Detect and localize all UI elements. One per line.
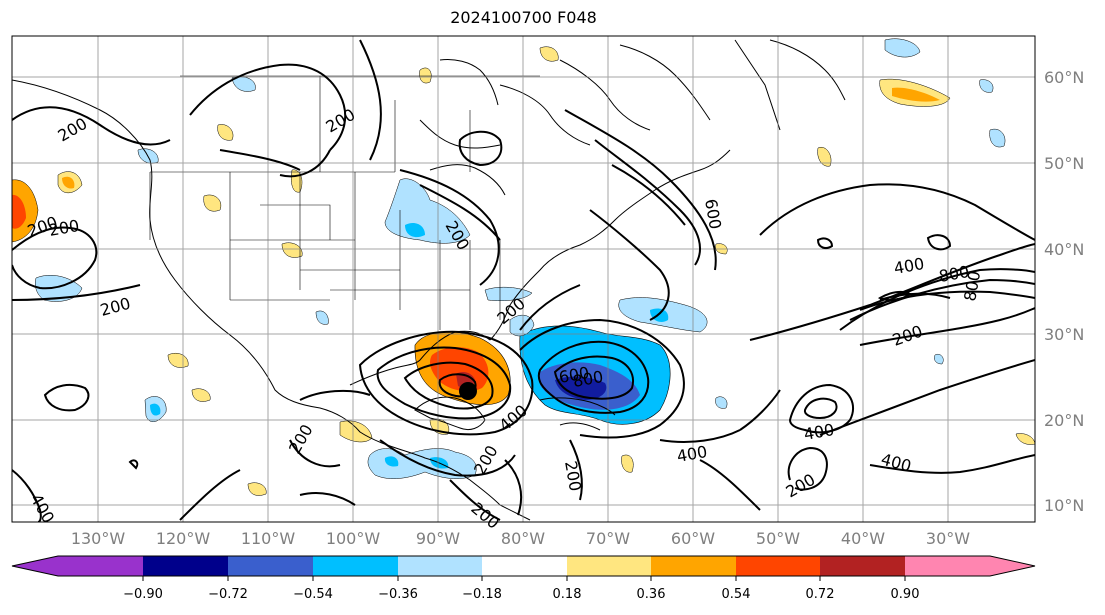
lat-label: 40°N (1044, 240, 1084, 259)
longitude-labels: 130°W 120°W 110°W 100°W 90°W 80°W 70°W 6… (71, 529, 970, 548)
lon-label: 60°W (671, 529, 715, 548)
map-area (12, 36, 1035, 522)
lat-label: 50°N (1044, 154, 1084, 173)
lon-label: 50°W (756, 529, 800, 548)
colorbar-tick-label: 0.54 (722, 587, 751, 602)
colorbar-ticks: −0.90 −0.72 −0.54 −0.36 −0.18 0.18 0.36 … (123, 576, 919, 602)
lon-label: 110°W (241, 529, 296, 548)
colorbar (11, 555, 1036, 577)
map-title: 2024100700 F048 (450, 8, 597, 27)
lon-label: 130°W (71, 529, 126, 548)
colorbar-segment (820, 556, 905, 576)
contour-lines (12, 39, 1035, 522)
colorbar-segment (228, 556, 313, 576)
storm-center-marker (459, 382, 477, 400)
lon-label: 40°W (841, 529, 885, 548)
lat-label: 10°N (1044, 496, 1084, 515)
lon-label: 80°W (501, 529, 545, 548)
lon-label: 120°W (156, 529, 211, 548)
colorbar-segment (143, 556, 228, 576)
colorbar-tick-label: −0.36 (378, 587, 418, 602)
colorbar-tick-label: 0.36 (637, 587, 666, 602)
colorbar-segment (567, 556, 651, 576)
lat-label: 30°N (1044, 325, 1084, 344)
colorbar-tick-label: −0.90 (123, 587, 163, 602)
lat-label: 20°N (1044, 411, 1084, 430)
colorbar-segment (398, 556, 482, 576)
colorbar-segment (905, 556, 990, 576)
lon-label: 70°W (586, 529, 630, 548)
colorbar-segment (482, 556, 567, 576)
colorbar-tick-label: 0.72 (806, 587, 835, 602)
colorbar-segment (313, 556, 398, 576)
colorbar-tick-label: 0.90 (891, 587, 920, 602)
colorbar-segment (736, 556, 820, 576)
lat-label: 60°N (1044, 68, 1084, 87)
lon-label: 100°W (326, 529, 381, 548)
colorbar-tick-label: −0.72 (208, 587, 248, 602)
colorbar-segment (651, 556, 736, 576)
colorbar-segment (58, 556, 143, 576)
latitude-labels: 60°N 50°N 40°N 30°N 20°N 10°N (1044, 68, 1084, 515)
lon-label: 90°W (416, 529, 460, 548)
lon-label: 30°W (926, 529, 970, 548)
map-border (11, 35, 1036, 523)
state-borders (149, 75, 540, 330)
graticule (12, 36, 1035, 522)
colorbar-segment (12, 556, 58, 576)
colorbar-outline (11, 555, 1036, 577)
colorbar-tick-label: −0.54 (293, 587, 333, 602)
colorbar-tick-label: 0.18 (553, 587, 582, 602)
colorbar-tick-label: −0.18 (462, 587, 502, 602)
colorbar-segment (990, 556, 1035, 576)
